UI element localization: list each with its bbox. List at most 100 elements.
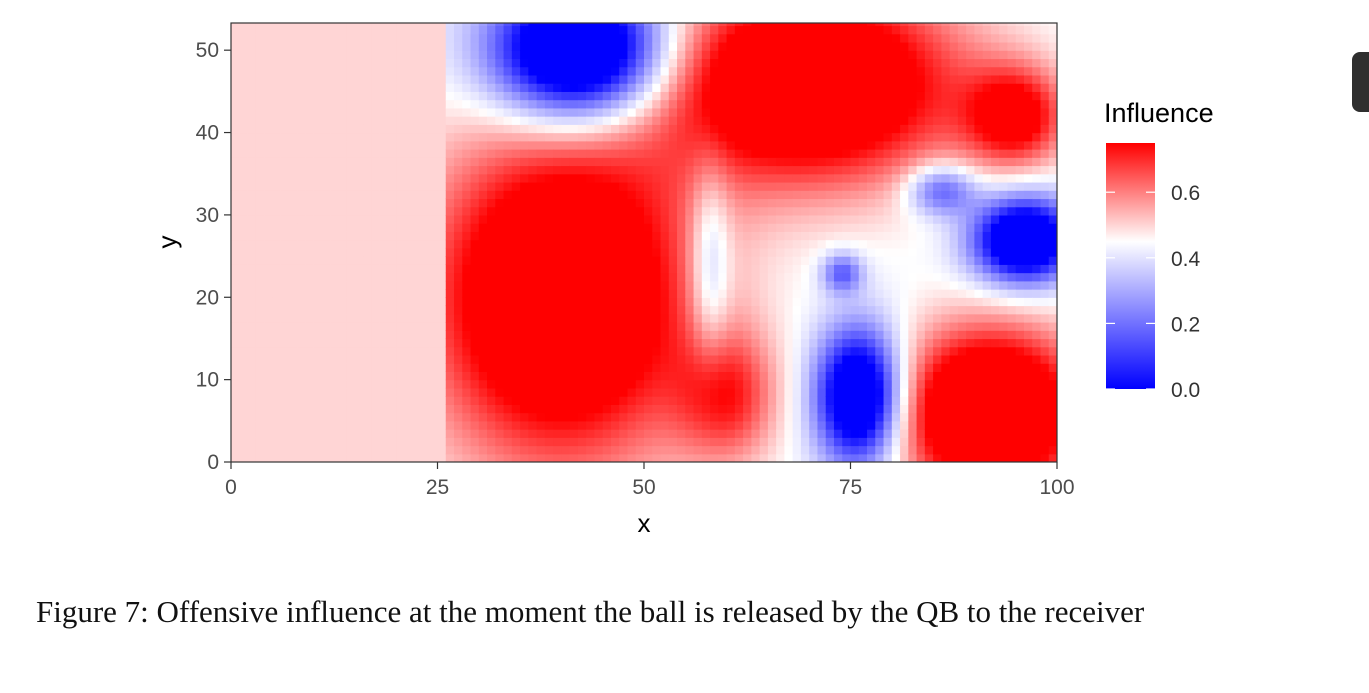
heatmap-cell: [272, 23, 282, 27]
heatmap-cell: [437, 165, 447, 175]
heatmap-cell: [379, 445, 389, 455]
heatmap-cell: [280, 132, 290, 142]
heatmap-cell: [396, 330, 406, 340]
heatmap-cell: [511, 239, 521, 249]
heatmap-cell: [726, 363, 736, 372]
heatmap-cell: [974, 297, 984, 307]
heatmap-cell: [503, 23, 513, 27]
heatmap-cell: [776, 363, 786, 372]
heatmap-cell: [231, 173, 240, 183]
heatmap-cell: [784, 91, 794, 101]
heatmap-cell: [255, 74, 265, 84]
heatmap-cell: [957, 132, 967, 142]
heatmap-cell: [817, 297, 827, 307]
heatmap-cell: [321, 23, 331, 27]
heatmap-cell: [982, 404, 992, 414]
heatmap-cell: [933, 83, 942, 92]
heatmap-cell: [916, 198, 926, 208]
heatmap-cell: [966, 214, 975, 224]
heatmap-cell: [569, 280, 579, 290]
heatmap-cell: [520, 181, 529, 191]
heatmap-cell: [288, 363, 298, 372]
heatmap-cell: [297, 214, 306, 224]
heatmap-cell: [850, 41, 860, 51]
heatmap-cell: [305, 181, 315, 191]
heatmap-cell: [313, 297, 323, 307]
heatmap-cell: [569, 297, 579, 307]
heatmap-cell: [751, 41, 761, 51]
heatmap-cell: [462, 379, 472, 389]
heatmap-cell: [776, 280, 786, 290]
heatmap-cell: [875, 429, 885, 438]
heatmap-cell: [734, 91, 744, 101]
heatmap-cell: [321, 99, 331, 109]
heatmap-cell: [767, 23, 777, 27]
heatmap-cell: [321, 247, 331, 257]
heatmap-cell: [693, 305, 703, 315]
heatmap-cell: [396, 272, 406, 282]
heatmap-cell: [949, 239, 959, 249]
heatmap-cell: [900, 354, 909, 364]
heatmap-cell: [437, 371, 447, 381]
heatmap-cell: [247, 437, 257, 447]
heatmap-cell: [553, 58, 562, 68]
heatmap-cell: [644, 181, 653, 191]
heatmap-cell: [346, 239, 356, 249]
heatmap-cell: [759, 338, 769, 348]
heatmap-cell: [817, 289, 827, 298]
heatmap-cell: [544, 321, 554, 331]
heatmap-cell: [470, 149, 480, 158]
heatmap-cell: [297, 107, 306, 117]
heatmap-cell: [908, 83, 918, 92]
heatmap-cell: [652, 190, 662, 200]
heatmap-cell: [478, 445, 488, 455]
heatmap-cell: [924, 190, 934, 200]
heatmap-cell: [470, 41, 480, 51]
heatmap-cell: [429, 41, 439, 51]
heatmap-cell: [586, 256, 596, 265]
heatmap-cell: [974, 379, 984, 389]
heatmap-cell: [478, 321, 488, 331]
heatmap-cell: [487, 25, 496, 35]
heatmap-cell: [792, 264, 802, 274]
heatmap-cell: [858, 412, 868, 422]
heatmap-cell: [891, 445, 901, 455]
heatmap-cell: [379, 91, 389, 101]
heatmap-cell: [726, 412, 736, 422]
heatmap-cell: [833, 445, 843, 455]
heatmap-cell: [404, 149, 414, 158]
heatmap-cell: [569, 124, 579, 134]
heatmap-cell: [338, 371, 348, 381]
heatmap-cell: [346, 330, 356, 340]
heatmap-cell: [685, 363, 695, 372]
heatmap-cell: [420, 330, 430, 340]
heatmap-cell: [577, 124, 587, 134]
heatmap-cell: [553, 83, 562, 92]
heatmap-cell: [503, 41, 513, 51]
heatmap-cell: [264, 387, 273, 397]
heatmap-cell: [412, 173, 422, 183]
heatmap-cell: [941, 107, 951, 117]
heatmap-cell: [809, 223, 819, 232]
heatmap-cell: [404, 124, 414, 134]
heatmap-cell: [916, 321, 926, 331]
heatmap-cell: [387, 305, 397, 315]
heatmap-cell: [916, 223, 926, 232]
heatmap-cell: [470, 338, 480, 348]
heatmap-cell: [569, 330, 579, 340]
heatmap-cell: [569, 429, 579, 438]
heatmap-cell: [957, 99, 967, 109]
heatmap-cell: [297, 181, 306, 191]
heatmap-cell: [644, 313, 653, 323]
heatmap-cell: [487, 404, 496, 414]
heatmap-cell: [668, 338, 678, 348]
heatmap-cell: [445, 289, 455, 298]
heatmap-cell: [619, 297, 629, 307]
heatmap-cell: [454, 231, 463, 241]
heatmap-cell: [338, 346, 348, 356]
heatmap-cell: [726, 429, 736, 438]
heatmap-cell: [511, 173, 521, 183]
heatmap-cell: [842, 338, 852, 348]
heatmap-cell: [924, 214, 934, 224]
heatmap-cell: [297, 198, 306, 208]
